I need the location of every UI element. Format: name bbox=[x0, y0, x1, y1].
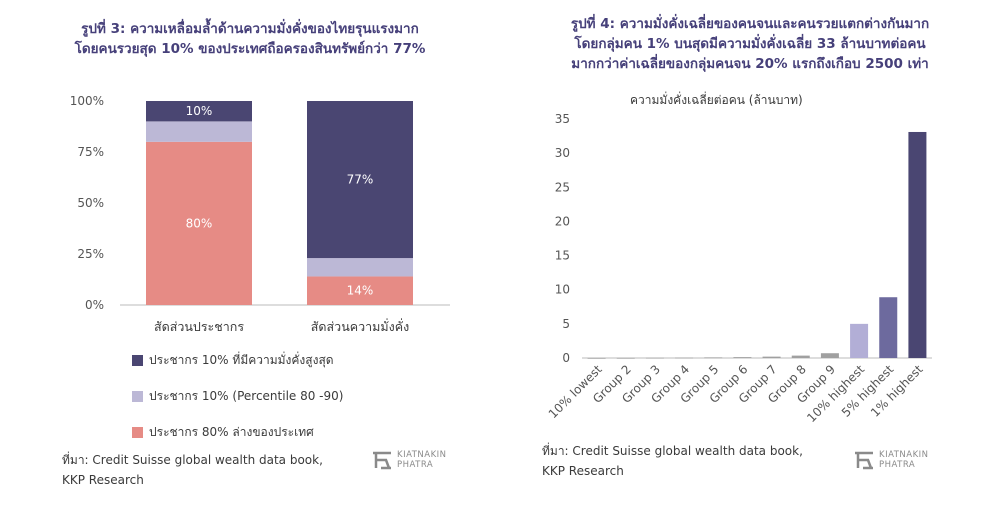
y-tick-label: 25% bbox=[77, 247, 104, 261]
legend-swatch-bottom80 bbox=[132, 427, 143, 438]
bar bbox=[704, 357, 723, 359]
bar bbox=[762, 356, 781, 358]
bar-segment bbox=[307, 276, 413, 305]
right-source-note: ที่มา: Credit Suisse global wealth data … bbox=[542, 441, 803, 481]
kkp-logo-icon bbox=[855, 451, 873, 470]
kkp-logo: KIATNAKIN PHATRA bbox=[371, 450, 447, 470]
logo-text-line-2: PHATRA bbox=[397, 460, 434, 470]
kkp-logo-icon bbox=[373, 451, 391, 470]
bar-segment bbox=[146, 141, 252, 305]
data-label: 77% bbox=[347, 173, 374, 187]
left-source-line-1: ที่มา: Credit Suisse global wealth data … bbox=[62, 453, 323, 467]
y-tick-label: 30 bbox=[555, 146, 570, 160]
bar-segment bbox=[146, 121, 252, 142]
logo-text-line-1: KIATNAKIN bbox=[397, 450, 447, 460]
right-title-line-2: โดยกลุ่มคน 1% บนสุดมีความมั่งคั่งเฉลี่ย … bbox=[574, 36, 926, 52]
bar bbox=[850, 323, 869, 358]
logo-text-line-1: KIATNAKIN bbox=[879, 450, 929, 460]
bar bbox=[820, 353, 839, 358]
bar bbox=[791, 355, 810, 358]
bar-segment bbox=[307, 101, 413, 259]
bar bbox=[908, 131, 927, 358]
kkp-logo-right: KIATNAKIN PHATRA bbox=[853, 450, 929, 470]
bar bbox=[733, 357, 752, 358]
legend-item-top10: ประชากร 10% ที่มีความมั่งคั่งสูงสุด bbox=[132, 351, 334, 370]
legend-label-top10: ประชากร 10% ที่มีความมั่งคั่งสูงสุด bbox=[149, 353, 334, 367]
data-label: 14% bbox=[347, 284, 374, 298]
bar bbox=[616, 357, 635, 359]
x-category-label: สัดส่วนประชากร bbox=[154, 319, 244, 334]
legend-item-p80-90: ประชากร 10% (Percentile 80 -90) bbox=[132, 387, 343, 406]
left-chart-title: รูปที่ 3: ความเหลื่อมล้ำด้านความมั่งคั่ง… bbox=[40, 19, 460, 59]
left-figure: รูปที่ 3: ความเหลื่อมล้ำด้านความมั่งคั่ง… bbox=[40, 19, 460, 490]
y-tick-label: 25 bbox=[555, 180, 570, 194]
y-tick-label: 35 bbox=[555, 112, 570, 126]
bar bbox=[645, 357, 664, 359]
y-tick-label: 0 bbox=[562, 351, 570, 365]
y-tick-label: 75% bbox=[77, 145, 104, 159]
left-title-line-2: โดยคนรวยสุด 10% ของประเทศถือครองสินทรัพย… bbox=[74, 41, 426, 57]
y-tick-label: 100% bbox=[70, 94, 104, 108]
bar-segment bbox=[307, 258, 413, 277]
left-source-line-2: KKP Research bbox=[62, 473, 144, 487]
bar bbox=[879, 297, 898, 358]
right-title-line-3: มากกว่าค่าเฉลี่ยของกลุ่มคนจน 20% แรกถึงเ… bbox=[571, 56, 929, 72]
y-tick-label: 15 bbox=[555, 249, 570, 263]
right-chart-title: รูปที่ 4: ความมั่งคั่งเฉลี่ยของคนจนและคน… bbox=[520, 14, 980, 74]
right-figure: รูปที่ 4: ความมั่งคั่งเฉลี่ยของคนจนและคน… bbox=[500, 0, 1000, 515]
left-source-note: ที่มา: Credit Suisse global wealth data … bbox=[62, 450, 323, 490]
x-category-label: สัดส่วนความมั่งคั่ง bbox=[311, 318, 409, 334]
right-title-line-1: รูปที่ 4: ความมั่งคั่งเฉลี่ยของคนจนและคน… bbox=[570, 16, 930, 32]
data-label: 10% bbox=[186, 104, 213, 118]
legend-label-bottom80: ประชากร 80% ล่างของประเทศ bbox=[149, 425, 314, 439]
y-axis-label: ความมั่งคั่งเฉลี่ยต่อคน (ล้านบาท) bbox=[630, 93, 803, 107]
legend-swatch-top10 bbox=[132, 355, 143, 366]
stacked-bar-chart: 0% 25% 50% 75% 100% 80% 10% สัดส่วนประชากร 14% 77… bbox=[70, 94, 450, 334]
legend-swatch-p80-90 bbox=[132, 391, 143, 402]
y-tick-label: 5 bbox=[562, 317, 570, 331]
logo-text-line-2: PHATRA bbox=[879, 460, 916, 470]
y-tick-label: 0% bbox=[85, 298, 104, 312]
bar-segment bbox=[146, 101, 252, 122]
legend-label-p80-90: ประชากร 10% (Percentile 80 -90) bbox=[149, 389, 344, 403]
right-source-line-1: ที่มา: Credit Suisse global wealth data … bbox=[542, 444, 803, 458]
y-tick-label: 20 bbox=[555, 214, 570, 228]
right-source-line-2: KKP Research bbox=[542, 464, 624, 478]
bar bbox=[675, 357, 694, 359]
y-tick-label: 50% bbox=[77, 196, 104, 210]
bar bbox=[587, 357, 606, 359]
legend-item-bottom80: ประชากร 80% ล่างของประเทศ bbox=[132, 423, 314, 442]
data-label: 80% bbox=[186, 216, 213, 230]
y-tick-label: 10 bbox=[555, 283, 570, 297]
left-title-line-1: รูปที่ 3: ความเหลื่อมล้ำด้านความมั่งคั่ง… bbox=[81, 21, 419, 37]
